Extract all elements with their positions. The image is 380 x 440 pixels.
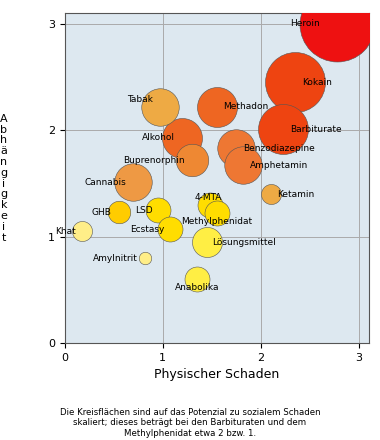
Point [155,207,161,214]
Text: A
b
h
ä
n
g
i
g
k
e
i
t: A b h ä n g i g k e i t [0,114,8,242]
Point [204,238,210,246]
Point [233,145,239,152]
Text: LSD: LSD [135,205,153,215]
Text: Lösungsmittel: Lösungsmittel [212,238,276,246]
Point [157,103,163,110]
Text: GHB: GHB [92,208,112,217]
Point [334,20,340,27]
Text: Alkohol: Alkohol [142,133,176,142]
Text: Tabak: Tabak [127,95,153,104]
Text: Buprenorphin: Buprenorphin [124,156,185,165]
Text: Methadon: Methadon [223,103,269,111]
Point [207,201,213,208]
Point [214,103,220,110]
Point [214,210,220,217]
Point [280,126,286,133]
Point [268,191,274,198]
Text: Kokain: Kokain [302,78,332,87]
Text: Khat: Khat [55,227,75,236]
Point [142,254,148,261]
Point [189,157,195,164]
Point [240,162,246,169]
Point [116,209,122,216]
Text: Methylphenidat: Methylphenidat [181,217,252,226]
Text: Ecstasy: Ecstasy [130,225,165,234]
Point [179,134,185,141]
Text: Amylnitrit: Amylnitrit [93,253,138,263]
Text: Barbiturate: Barbiturate [290,125,342,134]
Text: Anabolika: Anabolika [175,283,219,292]
Text: Benzodiazepine: Benzodiazepine [243,144,315,153]
Point [292,79,298,86]
Point [166,226,173,233]
Text: Cannabis: Cannabis [85,178,127,187]
Text: 4-MTA: 4-MTA [194,193,222,202]
Point [79,228,85,235]
X-axis label: Physischer Schaden: Physischer Schaden [154,368,279,381]
Text: Ketamin: Ketamin [277,190,315,199]
Point [130,179,136,186]
Point [194,276,200,283]
Text: Amphetamin: Amphetamin [250,161,308,170]
Text: Heroin: Heroin [290,19,320,28]
Text: Die Kreisflächen sind auf das Potenzial zu sozialem Schaden
skaliert; dieses bet: Die Kreisflächen sind auf das Potenzial … [60,408,320,438]
